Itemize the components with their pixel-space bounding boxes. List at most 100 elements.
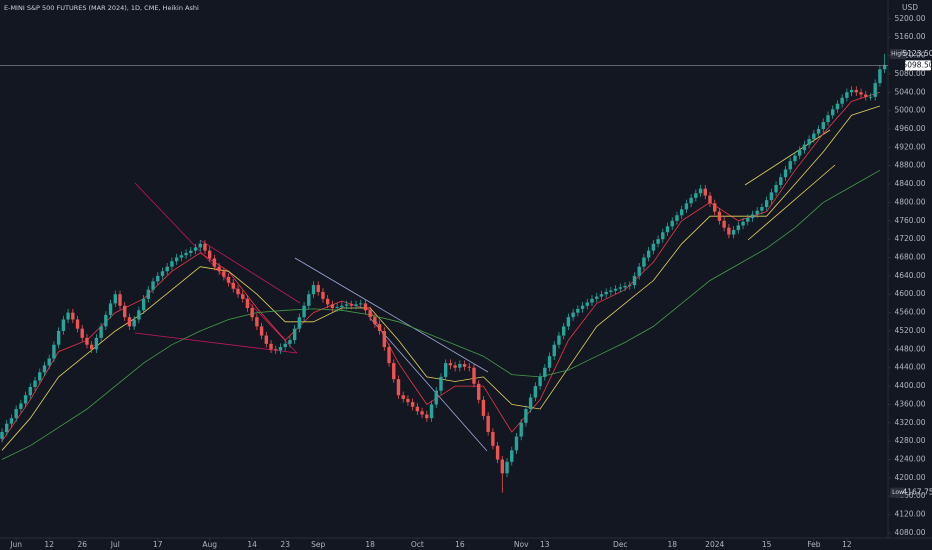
candle-body: [727, 227, 731, 235]
candle-body: [127, 317, 132, 327]
y-tick-label: 4400.00: [894, 381, 925, 390]
candle-body: [387, 347, 391, 364]
candle-body: [123, 305, 127, 318]
candle-body: [443, 363, 448, 377]
candle-body: [651, 243, 656, 251]
candle-body: [330, 304, 335, 309]
candle-body: [713, 203, 717, 212]
candle-body: [831, 109, 835, 116]
candle-body: [670, 220, 674, 227]
trendline: [369, 317, 488, 452]
candle-body: [646, 250, 651, 258]
candle-body: [71, 312, 75, 320]
candle-body: [52, 344, 56, 359]
candle-body: [38, 372, 42, 381]
candle-body: [429, 404, 434, 419]
y-tick-label: 4520.00: [894, 326, 925, 335]
marker-label: High: [891, 50, 905, 57]
candle-body: [85, 337, 89, 345]
candle-body: [835, 103, 840, 110]
x-tick-label: 15: [762, 540, 772, 549]
candle-body: [184, 252, 188, 256]
candle-body: [477, 383, 481, 400]
y-tick-label: 4120.00: [894, 510, 925, 519]
candle-body: [873, 83, 877, 97]
marker-value: 4167.75: [902, 488, 932, 497]
candle-body: [571, 312, 575, 318]
y-tick-label: 4880.00: [894, 161, 925, 170]
candle-body: [61, 319, 66, 331]
candle-body: [821, 122, 825, 129]
trendline: [199, 239, 301, 304]
candle-body: [335, 307, 339, 309]
candle-body: [656, 239, 660, 244]
y-tick-label: 5200.00: [894, 14, 925, 23]
candle-body: [779, 177, 783, 185]
y-tick-label: 4600.00: [894, 289, 925, 298]
y-tick-label: 5080.00: [894, 69, 925, 78]
candle-body: [274, 349, 278, 351]
candle-body: [193, 247, 198, 251]
candle-body: [628, 285, 632, 286]
y-tick-label: 4760.00: [894, 216, 925, 225]
candle-body: [42, 365, 47, 373]
y-tick-label: 5040.00: [894, 87, 925, 96]
y-tick-label: 4200.00: [894, 473, 925, 482]
candle-body: [453, 365, 457, 368]
candle-body: [595, 296, 599, 299]
x-tick-label: 18: [667, 540, 677, 549]
candle-body: [510, 450, 514, 462]
candle-body: [207, 250, 212, 259]
candle-body: [519, 422, 523, 437]
drawings: [134, 129, 836, 452]
candle-body: [255, 317, 259, 327]
y-tick-label: 5000.00: [894, 106, 925, 115]
x-tick-label: Jul: [110, 540, 120, 549]
candle-body: [160, 271, 165, 276]
candle-body: [609, 290, 613, 292]
candle-body: [9, 418, 14, 424]
candle-body: [396, 379, 401, 396]
candle-body: [23, 395, 28, 404]
candle-body: [632, 275, 637, 286]
candle-body: [113, 294, 117, 304]
candle-body: [864, 94, 868, 97]
x-tick-label: Oct: [411, 540, 424, 549]
y-tick-label: 4480.00: [894, 344, 925, 353]
x-tick-label: 2024: [705, 540, 724, 549]
candle-body: [613, 288, 618, 291]
x-tick-label: Jun: [9, 540, 22, 549]
candle-body: [538, 376, 542, 387]
x-tick-label: 12: [44, 540, 54, 549]
y-tick-label: 4920.00: [894, 142, 925, 151]
trendline: [134, 332, 298, 354]
candle-body: [406, 398, 410, 403]
candle-body: [316, 285, 320, 292]
candle-body: [156, 275, 160, 282]
y-tick-label: 4560.00: [894, 308, 925, 317]
candle-body: [363, 303, 368, 311]
candle-body: [514, 436, 519, 451]
x-tick-label: Nov: [514, 540, 529, 549]
candle-body: [439, 376, 443, 391]
candle-body: [297, 317, 302, 329]
candle-body: [505, 461, 509, 474]
candle-body: [14, 409, 18, 419]
candle-body: [760, 207, 764, 211]
marker-value: 5123.50: [902, 49, 932, 58]
candle-body: [425, 414, 429, 419]
candle-body: [764, 200, 769, 208]
candle-body: [292, 328, 297, 341]
candle-body: [769, 192, 774, 201]
candle-body: [80, 328, 84, 338]
candle-body: [458, 364, 462, 368]
candle-body: [349, 304, 353, 306]
candle-body: [307, 294, 311, 306]
y-tick-label: 4720.00: [894, 234, 925, 243]
trendline: [747, 164, 836, 241]
candle-body: [165, 266, 169, 272]
candle-body: [741, 221, 745, 226]
candle-body: [788, 161, 792, 170]
candle-body: [132, 319, 136, 327]
